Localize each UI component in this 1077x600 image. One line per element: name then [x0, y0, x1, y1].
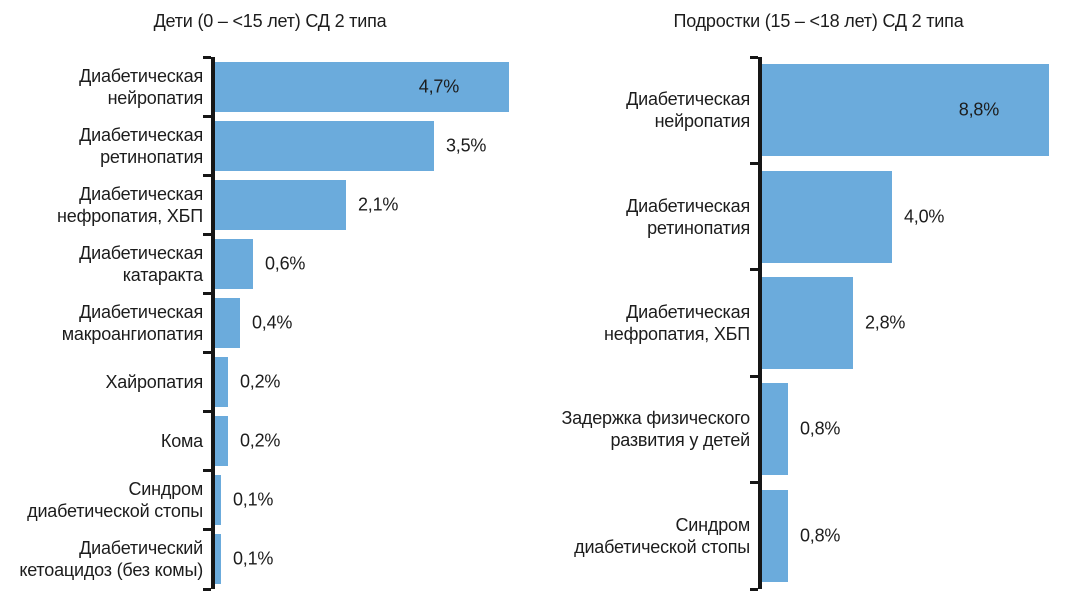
chart-row: Диабетическая ретинопатия 3,5%: [0, 116, 540, 175]
bar-cell: 0,1%: [203, 471, 540, 530]
bar-cell: 4,0%: [750, 163, 1077, 269]
category-label: Диабетическая катаракта: [79, 242, 203, 285]
value-label: 3,5%: [446, 135, 487, 156]
bar-cell: 0,1%: [203, 530, 540, 589]
value-label: 0,8%: [800, 418, 841, 439]
value-label: 0,8%: [800, 525, 841, 546]
bar-cell: 0,4%: [203, 293, 540, 352]
category-label: Синдром диабетической стопы: [27, 479, 203, 522]
bar-cell: 2,8%: [750, 270, 1077, 376]
chart-row: Хайропатия 0,2%: [0, 353, 540, 412]
category-axis-line: [211, 57, 215, 589]
category-label: Диабетический кетоацидоз (без комы): [19, 538, 203, 581]
chart-children-t2d: Дети (0 – <15 лет) СД 2 типа Диабетическ…: [0, 11, 540, 591]
value-label: 2,8%: [865, 312, 906, 333]
category-label: Хайропатия: [105, 372, 203, 393]
bar: 2,1%: [215, 179, 398, 230]
bar: 0,1%: [215, 475, 273, 526]
value-label: 0,6%: [265, 253, 306, 274]
bar: 0,8%: [762, 489, 840, 582]
bar: 3,5%: [215, 120, 486, 171]
value-label: 2,1%: [358, 194, 399, 215]
bar-cell: 0,6%: [203, 234, 540, 293]
chart-row: Кома 0,2%: [0, 412, 540, 471]
value-label: 0,2%: [240, 430, 281, 451]
category-label: Синдром диабетической стопы: [574, 514, 750, 557]
category-axis-line: [758, 57, 762, 589]
chart-row: Диабетическая нейропатия 8,8%: [540, 57, 1077, 163]
bar: 0,1%: [215, 534, 273, 585]
chart-row: Диабетическая ретинопатия 4,0%: [540, 163, 1077, 269]
plot-area-adolescents: Диабетическая нейропатия 8,8% Диабетическа…: [540, 55, 1077, 591]
value-label: 0,1%: [233, 489, 274, 510]
bar: 0,2%: [215, 357, 280, 408]
value-label: 4,7%: [418, 76, 459, 97]
category-label: Диабетическая ретинопатия: [79, 124, 203, 167]
chart-row: Диабетическая нефропатия, ХБП 2,1%: [0, 175, 540, 234]
chart-adolescents-t2d: Подростки (15 – <18 лет) СД 2 типа Диабе…: [540, 0, 1077, 600]
bar: 0,8%: [762, 383, 840, 476]
chart-row: Синдром диабетической стопы 0,8%: [540, 483, 1077, 589]
value-label: 0,4%: [252, 312, 293, 333]
chart-title-adolescents: Подростки (15 – <18 лет) СД 2 типа: [673, 11, 964, 31]
bar-cell: 8,8%: [750, 57, 1077, 163]
category-label: Диабетическая ретинопатия: [626, 195, 750, 238]
bar: 0,4%: [215, 297, 292, 348]
chart-row: Диабетическая макроангиопатия 0,4%: [0, 293, 540, 352]
value-label: 8,8%: [958, 99, 999, 120]
chart-row: Диабетическая нефропатия, ХБП 2,8%: [540, 270, 1077, 376]
chart-row: Диабетический кетоацидоз (без комы) 0,1%: [0, 530, 540, 589]
chart-row: Задержка физического развития у детей 0,8…: [540, 376, 1077, 482]
bar-cell: 0,2%: [203, 412, 540, 471]
bar-cell: 0,8%: [750, 376, 1077, 482]
bar-rows: Диабетическая нейропатия 8,8% Диабетическа…: [540, 57, 1077, 589]
bar: 0,6%: [215, 238, 305, 289]
bar-cell: 0,8%: [750, 483, 1077, 589]
bar: 4,7%: [215, 61, 509, 112]
bar-cell: 0,2%: [203, 353, 540, 412]
bar-cell: 4,7%: [203, 57, 540, 116]
bar: 2,8%: [762, 277, 905, 370]
category-label: Диабетическая нефропатия, ХБП: [604, 302, 750, 345]
category-label: Диабетическая нефропатия, ХБП: [57, 183, 203, 226]
bar-cell: 3,5%: [203, 116, 540, 175]
bar-rows: Диабетическая нейропатия 4,7% Диабетическа…: [0, 57, 540, 589]
chart-row: Диабетическая катаракта 0,6%: [0, 234, 540, 293]
value-label: 4,0%: [904, 206, 945, 227]
chart-row: Диабетическая нейропатия 4,7%: [0, 57, 540, 116]
value-label: 0,1%: [233, 548, 274, 569]
bar: 4,0%: [762, 170, 944, 263]
value-label: 0,2%: [240, 371, 281, 392]
chart-title-children: Дети (0 – <15 лет) СД 2 типа: [153, 11, 387, 31]
bar-cell: 2,1%: [203, 175, 540, 234]
chart-row: Синдром диабетической стопы 0,1%: [0, 471, 540, 530]
bar: 8,8%: [762, 64, 1049, 157]
plot-area-children: Диабетическая нейропатия 4,7% Диабетическа…: [0, 55, 540, 591]
category-label: Кома: [160, 431, 203, 452]
category-label: Задержка физического развития у детей: [561, 408, 750, 451]
category-label: Диабетическая нейропатия: [79, 65, 203, 108]
category-label: Диабетическая нейропатия: [626, 89, 750, 132]
category-label: Диабетическая макроангиопатия: [61, 301, 203, 344]
bar: 0,2%: [215, 416, 280, 467]
